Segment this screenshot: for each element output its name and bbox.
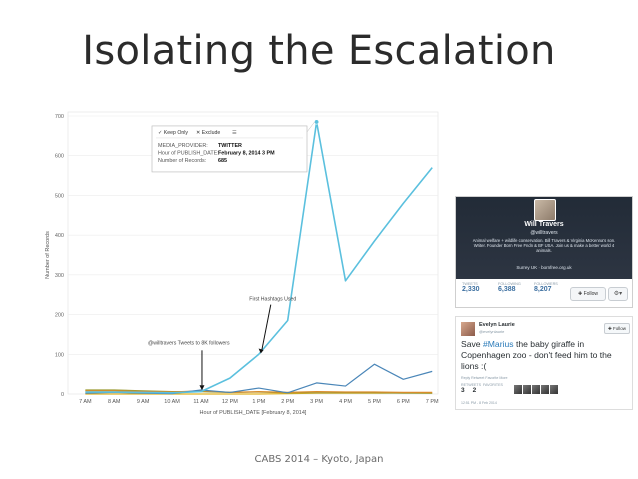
tweet-text: Save #Marius the baby giraffe in Copenha…: [461, 339, 629, 372]
series-line: [85, 121, 433, 394]
profile-avatar[interactable]: [534, 199, 556, 221]
x-axis-label: Hour of PUBLISH_DATE [February 8, 2014]: [200, 410, 307, 416]
tooltip-keep-only: ✓ Keep Only: [158, 130, 188, 136]
tweet-actions[interactable]: Reply Retweet Favorite More: [461, 376, 508, 380]
annotation-arrow: [261, 304, 272, 351]
tweet-counts: RETWEETS FAVORITES 3 2: [461, 383, 521, 394]
profile-follow-button[interactable]: ✚ Follow: [570, 287, 606, 301]
stat-label: TWEETS: [462, 282, 478, 286]
tweet-card: Evelyn Laurie @evelynlaurie ✚ Follow Sav…: [455, 316, 633, 410]
tooltip-row-label: Number of Records:: [158, 158, 206, 164]
tooltip-row-label: MEDIA_PROVIDER:: [158, 143, 208, 149]
y-tick-label: 500: [55, 193, 64, 199]
y-tick-label: 200: [55, 313, 64, 319]
x-tick-label: 4 PM: [339, 399, 352, 405]
follow-icon: ✚: [577, 291, 584, 297]
stat-label: FOLLOWING: [498, 282, 521, 286]
tweet-author-name[interactable]: Evelyn Laurie: [479, 322, 515, 328]
profile-handle[interactable]: @willtravers: [530, 230, 558, 236]
avatar[interactable]: [541, 385, 549, 394]
x-tick-label: 7 AM: [79, 399, 92, 405]
x-tick-label: 7 PM: [426, 399, 439, 405]
chart-axes: 0 100 200 300 400 500 600 700 7 AM 8 AM 9 AM 10 AM 1…: [45, 114, 439, 416]
slide-footer: CABS 2014 – Kyoto, Japan: [254, 454, 384, 465]
x-tick-label: 3 PM: [310, 399, 323, 405]
tooltip-exclude: ✕ Exclude: [196, 130, 220, 136]
profile-bio: Animal welfare + wildlife conservation. …: [472, 238, 616, 254]
view-data-icon: ☰: [232, 130, 237, 136]
x-tick-label: 1 PM: [252, 399, 265, 405]
favorites-count[interactable]: 2: [472, 387, 477, 394]
stat-value: 2,330: [462, 286, 480, 293]
x-tick-label: 2 PM: [281, 399, 294, 405]
profile-name[interactable]: Will Travers: [524, 221, 564, 228]
annotation-followers: @willtravers Tweets to 8K followers: [148, 340, 230, 346]
stat-value: 6,388: [498, 286, 516, 293]
peak-point: [314, 119, 320, 125]
tweet-text-after: the baby giraffe in Copenhagen zoo - don…: [461, 339, 612, 371]
retweets-label: RETWEETS: [461, 383, 481, 387]
tweet-text-before: Save: [461, 339, 483, 349]
avatar[interactable]: [532, 385, 540, 394]
gear-icon[interactable]: ⚙▾: [608, 287, 628, 301]
avatar[interactable]: [550, 385, 558, 394]
chart-container: 0 100 200 300 400 500 600 700 7 AM 8 AM 9 AM 10 AM 1…: [40, 106, 444, 436]
tooltip-row-value: 685: [218, 158, 227, 164]
stat-following[interactable]: FOLLOWING 6,388: [498, 282, 532, 293]
x-tick-label: 10 AM: [164, 399, 180, 405]
tooltip-row-value: February 8, 2014 3 PM: [218, 150, 275, 156]
tweet-follow-button[interactable]: ✚ Follow: [604, 323, 630, 334]
tweet-favoriter-avatars: [514, 385, 558, 395]
chart-series: [85, 119, 433, 395]
chart-annotations: First Hashtags Used @willtravers Tweets t…: [148, 297, 296, 391]
chart-tooltip: ✓ Keep Only ✕ Exclude ☰ MEDIA_PROVIDER: TWIT…: [151, 121, 315, 173]
stat-followers[interactable]: FOLLOWERS 8,207: [534, 282, 568, 293]
slide-title: Isolating the Escalation: [82, 28, 556, 74]
follow-label: Follow: [613, 326, 627, 331]
y-tick-label: 0: [61, 392, 64, 398]
tweet-avatar[interactable]: [461, 322, 475, 336]
stat-tweets[interactable]: TWEETS 2,330: [462, 282, 496, 293]
annotation-hashtags: First Hashtags Used: [249, 297, 296, 303]
profile-location: Surrey UK · bornfree.org.uk: [516, 265, 572, 270]
x-tick-label: 8 AM: [108, 399, 121, 405]
follow-label: Follow: [583, 291, 599, 297]
x-tick-label: 5 PM: [368, 399, 381, 405]
retweets-count[interactable]: 3: [461, 387, 465, 394]
tooltip-box: [151, 125, 308, 173]
arrowhead-icon: [199, 385, 205, 391]
y-tick-label: 100: [55, 352, 64, 358]
avatar[interactable]: [523, 385, 531, 394]
y-axis-label: Number of Records: [45, 231, 51, 279]
x-tick-label: 12 PM: [222, 399, 238, 405]
y-tick-label: 700: [55, 114, 64, 120]
tweet-author-handle[interactable]: @evelynlaurie: [479, 329, 505, 334]
avatar[interactable]: [514, 385, 522, 394]
stat-label: FOLLOWERS: [534, 282, 558, 286]
y-tick-label: 600: [55, 154, 64, 160]
profile-stats: TWEETS 2,330 FOLLOWING 6,388 FOLLOWERS 8…: [456, 279, 632, 307]
twitter-profile-card: Will Travers @willtravers Animal welfare…: [455, 196, 633, 308]
tweet-hashtag[interactable]: #Marius: [482, 339, 514, 349]
y-tick-label: 400: [55, 233, 64, 239]
tooltip-connector: [306, 121, 315, 133]
tooltip-row-value: TWITTER: [218, 143, 242, 149]
favorites-label: FAVORITES: [482, 383, 503, 387]
x-tick-label: 9 AM: [137, 399, 150, 405]
line-chart: 0 100 200 300 400 500 600 700 7 AM 8 AM 9 AM 10 AM 1…: [45, 111, 439, 416]
tooltip-row-label: Hour of PUBLISH_DATE:: [158, 150, 219, 156]
follow-icon: ✚: [607, 326, 613, 331]
x-tick-label: 6 PM: [397, 399, 410, 405]
y-tick-label: 300: [55, 273, 64, 279]
x-tick-label: 11 AM: [193, 399, 209, 405]
tweet-date: 12:51 PM - 8 Feb 2014: [461, 401, 497, 405]
stat-value: 8,207: [534, 286, 552, 293]
arrowhead-icon: [258, 348, 264, 354]
